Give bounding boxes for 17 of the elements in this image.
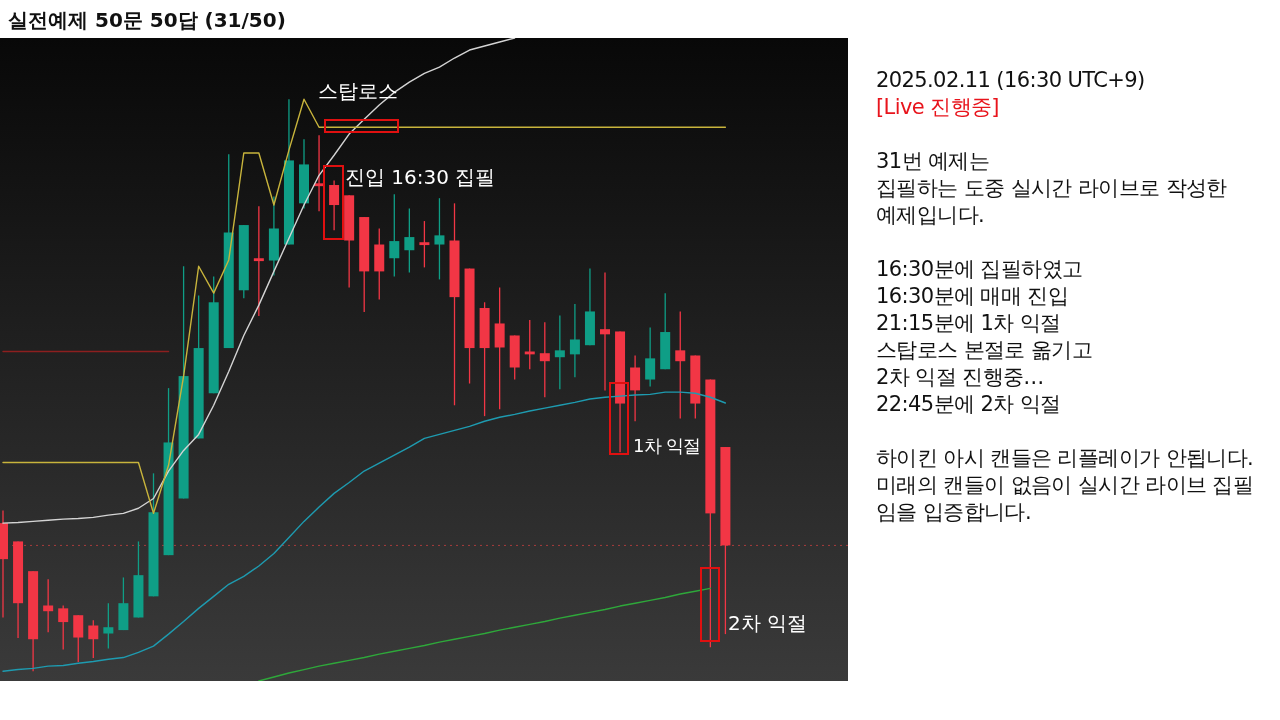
text: [Live 진행중] xyxy=(876,94,1000,121)
text: 16:30분에 매매 진입 xyxy=(876,283,1070,310)
text: 하이킨 아시 캔들은 리플레이가 안됩니다. 미래의 캔들이 없음이 실시간 라이브 집필임을 입증합니다. xyxy=(876,445,1255,526)
annotation: 진입 16:30 집필 xyxy=(345,165,496,189)
text: 16:30분에 집필하였고 xyxy=(876,256,1084,283)
chart-title: 실전예제 50문 50답 (31/50) xyxy=(8,8,286,32)
text: 21:15분에 1차 익절 xyxy=(876,310,1062,337)
text: 2025.02.11 (16:30 UTC+9) xyxy=(876,67,1146,94)
text: 집필하는 도중 실시간 라이브로 작성한 xyxy=(876,175,1228,202)
annotation: 2차 익절 xyxy=(728,611,808,635)
annotation: 스탑로스 xyxy=(318,79,398,103)
text: 예제입니다. xyxy=(876,202,986,229)
text: 31번 예제는 xyxy=(876,148,991,175)
text: 22:45분에 2차 익절 xyxy=(876,391,1062,418)
text: 스탑로스 본절로 옮기고 xyxy=(876,337,1094,364)
text: 2차 익절 진행중… xyxy=(876,364,1045,391)
annotation: 1차 익절 xyxy=(633,435,701,456)
